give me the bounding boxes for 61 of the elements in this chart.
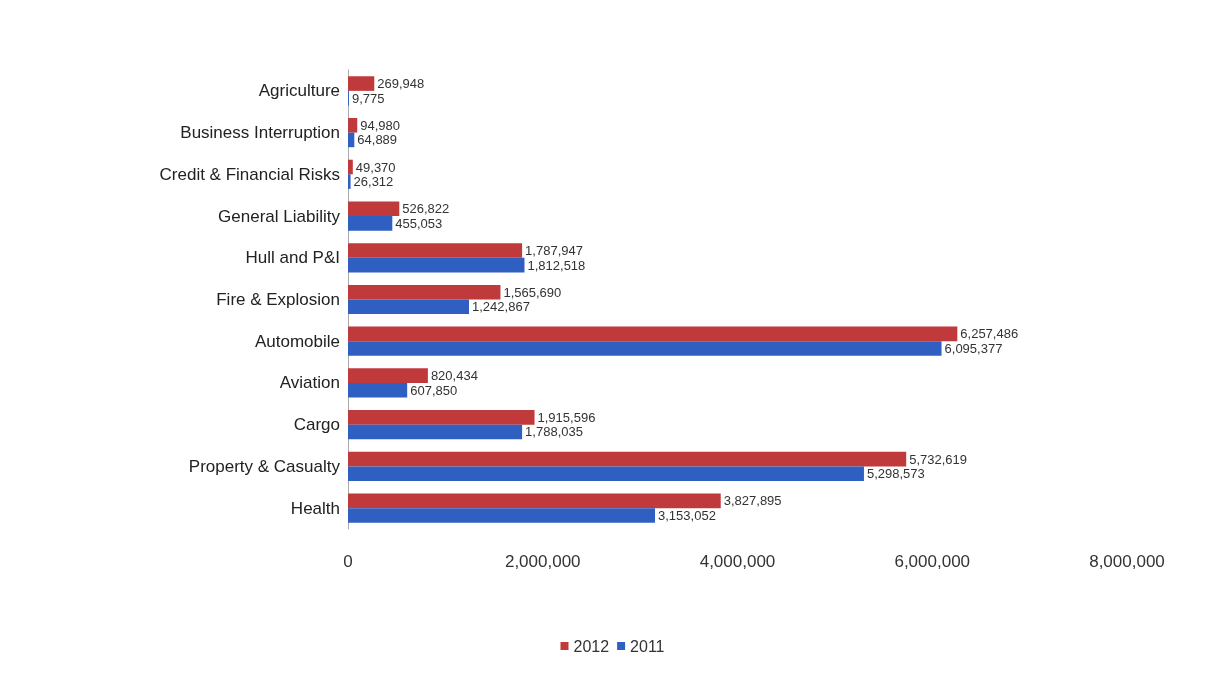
- data-label: 455,053: [395, 215, 443, 231]
- y-tick-label: Hull and P&I: [245, 248, 340, 268]
- bar: [348, 216, 393, 231]
- y-tick-label: Fire & Explosion: [216, 290, 340, 309]
- data-label: 1,787,947: [525, 242, 583, 258]
- data-label: 26,312: [353, 174, 394, 190]
- data-label: 5,298,573: [866, 466, 925, 482]
- x-tick-label: 0: [343, 552, 353, 571]
- bar: [348, 243, 523, 258]
- bar: [348, 299, 470, 315]
- x-tick-label: 8,000,000: [1089, 552, 1165, 571]
- bar: [348, 493, 721, 509]
- y-tick-label: Business Interruption: [180, 123, 340, 143]
- legend-label: 2011: [630, 637, 665, 655]
- bar: [348, 508, 656, 523]
- x-tick-label: 2,000,000: [504, 552, 581, 571]
- x-tick-label: 6,000,000: [894, 552, 971, 571]
- data-label: 607,850: [410, 382, 458, 398]
- data-label: 3,827,895: [723, 493, 782, 509]
- bar: [348, 174, 351, 189]
- y-tick-label: General Liability: [218, 206, 341, 226]
- bar: [348, 284, 501, 300]
- bar: [348, 76, 375, 91]
- y-tick-label: Aviation: [279, 373, 340, 393]
- bar: [348, 117, 358, 133]
- bar: [348, 326, 958, 342]
- y-tick-label: Agriculture: [258, 81, 340, 101]
- bar: [348, 382, 408, 398]
- data-label: 9,775: [351, 90, 385, 106]
- data-label: 1,565,690: [503, 284, 562, 300]
- data-label: 6,095,377: [944, 341, 1003, 357]
- y-tick-label: Automobile: [254, 331, 340, 351]
- x-tick-label: 4,000,000: [699, 552, 776, 571]
- data-label: 1,788,035: [525, 424, 583, 440]
- data-label: 1,242,867: [472, 299, 530, 315]
- data-label: 6,257,486: [960, 326, 1019, 342]
- data-label: 1,915,596: [537, 409, 596, 425]
- data-label: 3,153,052: [658, 507, 716, 523]
- data-label: 5,732,619: [909, 451, 968, 467]
- y-tick-label: Health: [290, 498, 340, 518]
- bar: [348, 341, 942, 356]
- bar: [348, 368, 428, 383]
- data-label: 1,812,518: [527, 257, 586, 273]
- data-label: 94,980: [360, 117, 401, 133]
- bar: [348, 132, 355, 148]
- bar: [348, 159, 353, 175]
- legend-label: 2012: [573, 637, 610, 655]
- bar: [348, 424, 523, 440]
- bar: [348, 257, 525, 273]
- bar: [348, 201, 400, 217]
- bar: [348, 451, 907, 467]
- data-label: 820,434: [430, 368, 478, 384]
- y-tick-label: Credit & Financial Risks: [159, 164, 340, 184]
- bar: [348, 410, 535, 425]
- data-label: 526,822: [402, 201, 450, 217]
- data-label: 49,370: [355, 159, 396, 175]
- data-label: 269,948: [377, 76, 425, 92]
- y-tick-label: Property & Casualty: [188, 456, 341, 476]
- y-tick-label: Cargo: [293, 415, 340, 435]
- data-label: 64,889: [357, 132, 398, 148]
- bar: [348, 466, 864, 482]
